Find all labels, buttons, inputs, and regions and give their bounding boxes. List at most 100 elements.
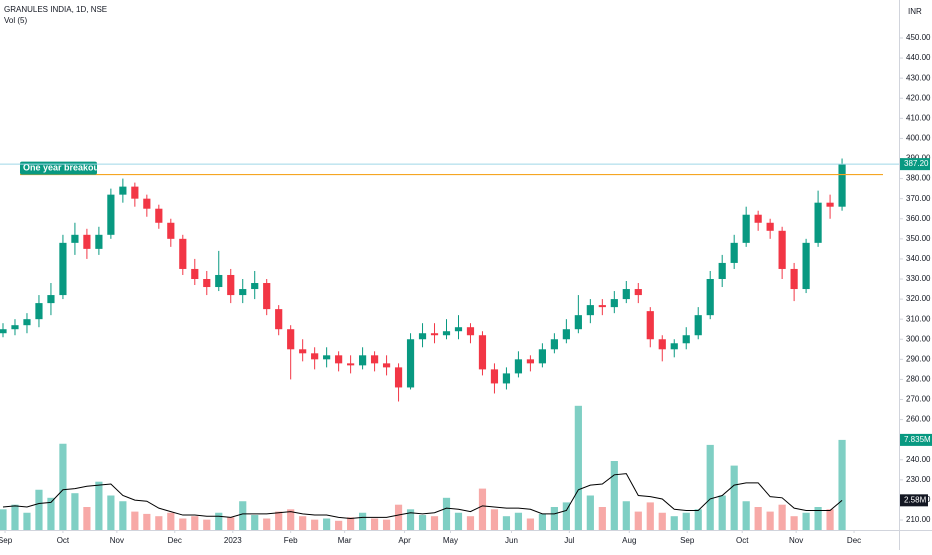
volume-bar [167, 512, 175, 530]
candle-body [802, 242, 810, 290]
chart-title: GRANULES INDIA, 1D, NSE [4, 5, 107, 14]
x-tick-label: Dec [168, 536, 182, 545]
candle-body [287, 329, 295, 350]
y-tick-label: 450.00 [906, 33, 931, 42]
y-tick-label: 440.00 [906, 53, 931, 62]
volume-bar [95, 481, 103, 530]
volume-bar [490, 509, 499, 530]
candle-body [826, 202, 834, 207]
candle-body [814, 202, 822, 243]
candle-body [35, 303, 43, 320]
candle-body [167, 222, 175, 239]
volume-bar [287, 509, 295, 530]
y-tick-label: 290.00 [906, 354, 931, 363]
candle-body [634, 289, 642, 296]
volume-bar [143, 513, 151, 530]
volume-bar [586, 495, 594, 530]
candle-body [790, 268, 798, 290]
volume-bar [526, 518, 535, 530]
candle-body [119, 186, 127, 195]
candle-body [586, 305, 594, 316]
volume-ma-line [2, 473, 843, 520]
candle-body [478, 335, 487, 370]
x-tick-label: Jun [505, 536, 518, 545]
candle-body [47, 295, 55, 304]
candle-body [454, 327, 463, 332]
volume-bar [239, 501, 247, 530]
volume-bar [514, 512, 523, 530]
x-tick-label: May [443, 536, 458, 545]
volume-bar [299, 516, 307, 530]
candle-body [239, 289, 247, 296]
candle-body [490, 369, 499, 384]
candle-body [574, 315, 582, 330]
candle-body [610, 299, 618, 308]
volume-bar [610, 461, 618, 530]
y-tick-label: 240.00 [906, 455, 931, 464]
y-tick-label: 310.00 [906, 314, 931, 323]
y-tick-label: 300.00 [906, 334, 931, 343]
volume-bar [454, 512, 463, 530]
candle-body [335, 355, 343, 364]
volume-bar [742, 501, 750, 530]
volume-bar [406, 509, 415, 530]
candle-body [742, 214, 750, 243]
volume-bar [694, 509, 702, 530]
x-tick-label: Apr [398, 536, 411, 545]
volume-bar [335, 520, 343, 530]
x-tick-label: Nov [789, 536, 803, 545]
y-tick-label: 360.00 [906, 214, 931, 223]
candle-body [406, 339, 415, 388]
currency: INR [908, 7, 922, 16]
x-tick-label: Nov [110, 536, 124, 545]
volume-bar [778, 504, 786, 530]
candle-body [514, 359, 523, 374]
volume-bar [646, 502, 654, 530]
candle-body [370, 355, 379, 364]
y-tick-label: 400.00 [906, 134, 931, 143]
volume-bar [83, 507, 91, 530]
candle-body [466, 327, 475, 336]
last-price-box [900, 158, 930, 171]
volume-bar [382, 519, 391, 530]
volume-bar [838, 439, 846, 530]
candle-body [71, 234, 79, 243]
candle-body [838, 164, 846, 207]
volume-bar [538, 513, 546, 530]
x-tick-label: Feb [284, 536, 298, 545]
candle-body [299, 349, 307, 354]
candle-body [59, 242, 67, 296]
candle-body [263, 283, 271, 310]
candle-body [275, 309, 283, 330]
y-tick-label: 280.00 [906, 375, 931, 384]
candle-body [0, 329, 7, 334]
volume-bar [418, 515, 427, 530]
volume-bar [550, 507, 558, 530]
candle-body [191, 268, 199, 279]
volume-bar [347, 517, 355, 530]
volume-bar [131, 511, 139, 530]
candle-body [23, 319, 31, 326]
last-ma-label: 2.58M [904, 495, 927, 504]
last-volume-label: 7.835M [904, 435, 931, 444]
candle-body [227, 274, 235, 296]
x-tick-label: Oct [57, 536, 70, 545]
volume-bar [502, 516, 511, 530]
candle-body [754, 214, 762, 223]
volume-bar [634, 511, 642, 530]
candle-body [526, 359, 535, 364]
x-tick-label: Aug [622, 536, 636, 545]
volume-bar [0, 509, 7, 530]
candle-body [155, 208, 163, 223]
volume-bar [59, 443, 67, 530]
volume-bar [826, 509, 834, 530]
candle-body [179, 238, 187, 269]
candle-body [347, 363, 355, 366]
candle-body [382, 363, 391, 368]
volume-label: Vol (5) [4, 16, 27, 25]
y-tick-label: 350.00 [906, 234, 931, 243]
y-tick-label: 340.00 [906, 254, 931, 263]
candle-body [359, 355, 367, 366]
volume-bar [275, 511, 283, 530]
